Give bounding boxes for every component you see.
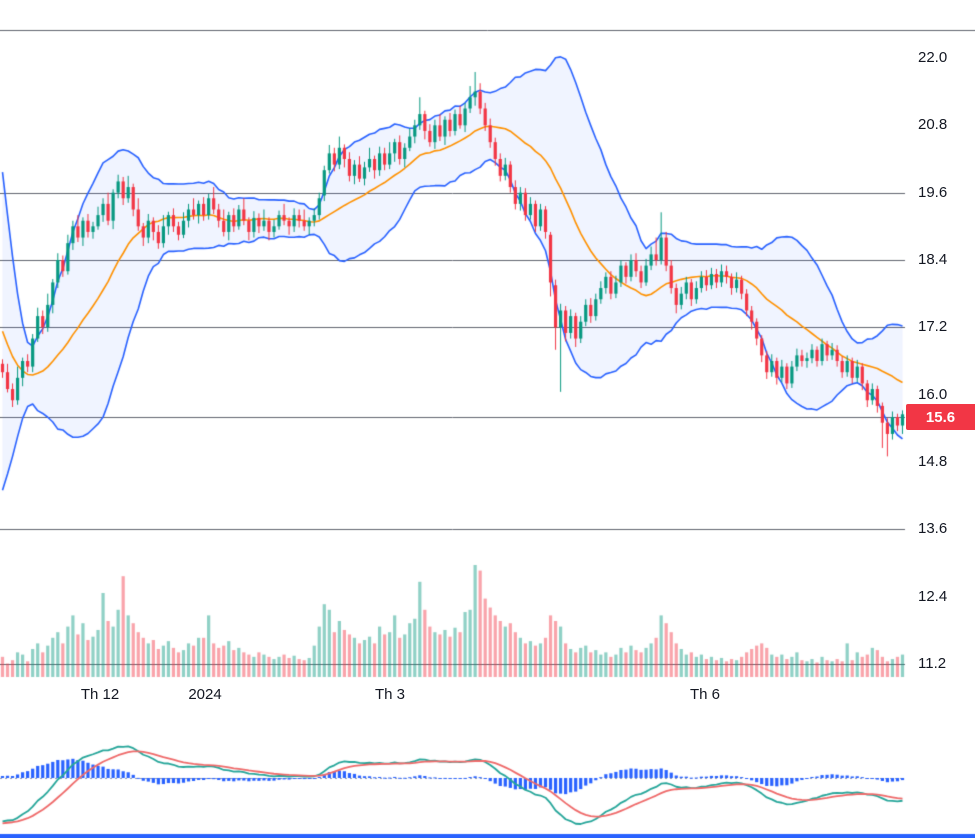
price-tick-label: 22.0 bbox=[918, 49, 948, 66]
price-axis[interactable]: 22.0 20.8 19.6 18.4 17.2 16.0 14.8 13.6 12.4 11.2 bbox=[905, 0, 975, 838]
price-tick-label: 11.2 bbox=[918, 654, 947, 672]
price-tick-label: 17.2 bbox=[918, 318, 948, 336]
price-tick-label: 14.8 bbox=[918, 452, 948, 470]
price-tick-label: 19.6 bbox=[918, 183, 948, 201]
price-tick-label: 16.0 bbox=[918, 385, 948, 403]
last-price-value: 15.6 bbox=[925, 408, 956, 426]
price-tick-label: 18.4 bbox=[918, 250, 948, 268]
price-tick-label: 13.6 bbox=[918, 520, 948, 538]
last-price-badge: 15.6 bbox=[906, 404, 975, 431]
time-tick-label: 2024 bbox=[188, 686, 222, 703]
time-axis[interactable]: Th 12 2024 Th 3 Th 6 bbox=[0, 686, 905, 708]
price-tick-label: 20.8 bbox=[918, 116, 948, 134]
time-tick-label: Th 12 bbox=[80, 686, 120, 703]
time-tick-label: Th 6 bbox=[689, 686, 721, 703]
price-tick-label: 12.4 bbox=[918, 587, 948, 605]
time-tick-label: Th 3 bbox=[374, 686, 406, 703]
